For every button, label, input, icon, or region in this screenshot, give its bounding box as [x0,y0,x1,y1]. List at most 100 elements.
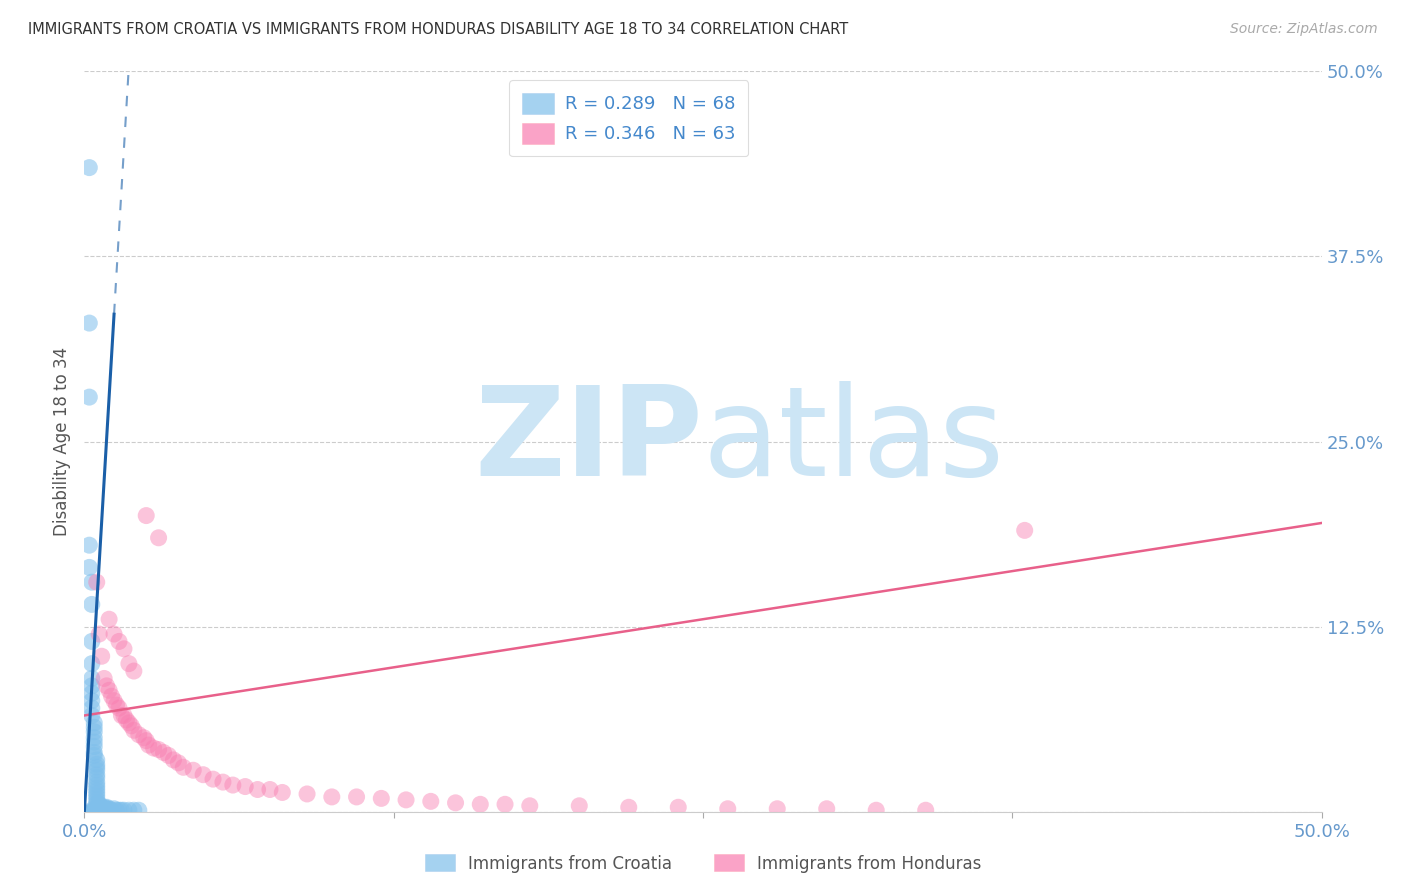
Point [86,797,108,812]
Point [122,664,145,678]
Point [865,803,887,817]
Point [80,672,103,686]
Point [86,767,108,781]
Point [80,686,103,700]
Point [98,803,121,817]
Point [86,753,108,767]
Point [96,679,118,693]
Point [395,793,418,807]
Point [83,803,105,817]
Point [100,803,122,817]
Point [86,796,108,810]
Point [86,784,108,798]
Point [83,739,105,754]
Point [93,672,115,686]
Point [93,802,115,816]
Point [80,634,103,648]
Point [259,782,281,797]
Point [83,748,105,763]
Point [89,798,111,813]
Point [135,508,157,523]
Point [494,797,516,812]
Point [98,612,121,626]
Point [90,649,112,664]
Point [80,657,103,671]
Point [79,316,101,330]
Point [172,760,194,774]
Point [135,733,157,747]
Point [157,748,180,763]
Point [90,800,112,814]
Point [346,789,368,804]
Point [90,802,112,816]
Point [115,713,138,727]
Point [128,728,150,742]
Point [83,715,105,730]
Point [128,803,150,817]
Point [222,778,245,792]
Point [89,627,111,641]
Point [148,531,170,545]
Point [86,780,108,795]
Point [80,679,103,693]
Point [112,803,135,817]
Point [86,787,108,801]
Point [83,746,105,760]
Point [86,805,108,819]
Point [766,802,789,816]
Point [89,800,111,814]
Point [295,787,318,801]
Point [83,731,105,745]
Point [167,756,190,770]
Point [86,760,108,774]
Point [89,802,111,816]
Point [79,390,101,404]
Point [103,694,125,708]
Point [83,735,105,749]
Point [108,803,131,817]
Point [108,701,131,715]
Text: ZIP: ZIP [474,381,703,502]
Point [96,800,118,814]
Point [419,794,441,808]
Point [202,772,225,786]
Point [83,805,105,819]
Point [83,724,105,739]
Point [118,657,141,671]
Point [122,723,145,738]
Point [80,803,103,817]
Point [89,797,111,812]
Point [321,789,343,804]
Point [138,738,160,752]
Point [152,746,174,760]
Point [122,803,145,817]
Point [233,780,256,794]
Point [86,757,108,772]
Point [246,782,269,797]
Point [815,802,838,816]
Y-axis label: Disability Age 18 to 34: Disability Age 18 to 34 [53,347,72,536]
Point [86,764,108,778]
Text: Source: ZipAtlas.com: Source: ZipAtlas.com [1230,22,1378,37]
Point [80,701,103,715]
Legend: R = 0.289   N = 68, R = 0.346   N = 63: R = 0.289 N = 68, R = 0.346 N = 63 [509,80,748,156]
Point [271,785,294,799]
Text: IMMIGRANTS FROM CROATIA VS IMMIGRANTS FROM HONDURAS DISABILITY AGE 18 TO 34 CORR: IMMIGRANTS FROM CROATIA VS IMMIGRANTS FR… [28,22,848,37]
Point [110,803,132,817]
Text: atlas: atlas [703,381,1005,502]
Point [110,708,132,723]
Point [86,805,108,819]
Point [1014,524,1036,538]
Point [93,800,115,814]
Point [83,805,105,819]
Point [148,742,170,756]
Point [86,793,108,807]
Point [80,708,103,723]
Point [120,719,142,733]
Point [112,641,135,656]
Point [86,775,108,789]
Point [79,161,101,175]
Point [118,715,141,730]
Point [103,802,125,816]
Point [80,805,103,819]
